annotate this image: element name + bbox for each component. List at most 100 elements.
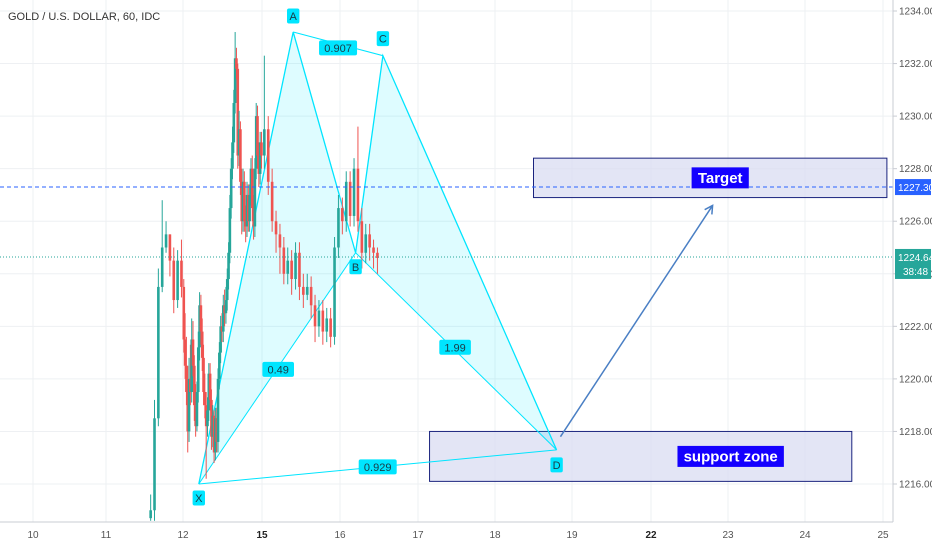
candle-body	[258, 142, 262, 174]
candle-body	[368, 234, 371, 248]
dashed-price-tag: 1227.30	[898, 183, 932, 194]
point-label-a-bg	[287, 8, 300, 24]
time-tick-label: 15	[256, 530, 268, 541]
candle-body	[200, 331, 204, 358]
candle-body	[198, 305, 201, 348]
time-tick-label: 11	[101, 530, 112, 541]
ratio-label-xd-bg	[358, 459, 397, 475]
candle-body	[253, 168, 257, 227]
candle-body	[337, 208, 340, 248]
candle-body	[176, 260, 179, 301]
candle-body	[211, 415, 215, 437]
price-tick-label: 1222.00	[899, 322, 932, 333]
candle-body	[270, 181, 274, 222]
ratio-label-xd: 0.929	[364, 462, 392, 474]
support-zone-label-bg	[677, 445, 784, 467]
point-label-d-bg	[550, 457, 563, 473]
candle-body	[317, 310, 321, 327]
candle-body	[182, 286, 186, 340]
candle-body	[228, 208, 232, 253]
time-tick-label: 17	[412, 530, 424, 541]
time-tick-label: 23	[722, 530, 734, 541]
candle-body	[164, 234, 168, 248]
forecast-arrow	[559, 205, 714, 438]
point-label-x-bg	[192, 490, 205, 506]
time-tick-label: 16	[334, 530, 346, 541]
candle-body	[208, 373, 212, 400]
candle-body	[215, 418, 219, 442]
candle-body	[249, 168, 253, 195]
candle-body	[341, 208, 344, 222]
time-tick-label: 10	[27, 530, 39, 541]
candle-body	[364, 234, 368, 253]
candle-body	[344, 181, 348, 222]
candle-body	[348, 181, 352, 216]
price-tick-label: 1226.00	[899, 217, 932, 228]
point-label-x: X	[195, 493, 203, 505]
candle-body	[214, 418, 217, 453]
candle-body	[237, 129, 241, 156]
ratio-label-ac-bg	[319, 40, 358, 56]
candle-body	[290, 260, 293, 280]
candle-body	[245, 194, 249, 227]
target-zone-label-bg	[691, 167, 749, 189]
ratio-label-bd: 1.99	[444, 342, 465, 354]
candle-body	[195, 392, 199, 427]
candle-body	[372, 247, 375, 253]
candle-body	[239, 129, 242, 182]
candle-body	[210, 399, 213, 437]
candle-body	[256, 116, 259, 156]
candle-body	[313, 305, 317, 327]
candle-body	[160, 247, 164, 287]
candle-body	[189, 378, 192, 393]
candle-body	[252, 208, 255, 227]
candle-body	[241, 181, 245, 222]
candle-body	[257, 155, 261, 174]
candle-body	[356, 168, 360, 222]
ratio-label-xb: 0.49	[267, 364, 288, 376]
price-tick-label: 1216.00	[899, 480, 932, 491]
point-label-c: C	[379, 34, 387, 46]
candle-body	[190, 339, 193, 393]
candle-body	[231, 142, 234, 169]
price-tick-label: 1232.00	[899, 59, 932, 70]
point-label-b-bg	[349, 259, 362, 275]
candle-body	[376, 252, 379, 259]
candle-body	[157, 286, 160, 419]
candle-body	[191, 339, 195, 366]
candle-body	[212, 415, 216, 453]
candle-body	[248, 194, 251, 222]
candle-body	[274, 221, 278, 235]
time-tick-label: 24	[799, 530, 811, 541]
candle-body	[221, 305, 225, 332]
candle-body	[243, 181, 246, 222]
time-tick-label: 19	[566, 530, 578, 541]
candle-body	[216, 378, 220, 442]
candle-body	[232, 102, 236, 143]
candle-body	[229, 168, 233, 209]
candle-body	[194, 405, 197, 427]
candle-body	[254, 116, 258, 169]
candle-body	[260, 142, 263, 156]
candle-body	[153, 418, 156, 511]
ratio-label-ac: 0.907	[324, 43, 352, 55]
point-label-d: D	[553, 460, 561, 472]
candle-body	[227, 252, 230, 280]
candle-body	[247, 194, 250, 222]
candle-body	[240, 181, 244, 222]
candle-body	[204, 405, 208, 427]
candle-body	[203, 392, 207, 406]
candle-body	[286, 260, 290, 274]
candle-body	[186, 392, 190, 432]
candle-body	[302, 286, 305, 295]
countdown-tag: 38:48	[903, 267, 928, 278]
point-label-a: A	[290, 11, 298, 23]
price-tick-label: 1218.00	[899, 427, 932, 438]
price-tick-label: 1220.00	[899, 374, 932, 385]
candle-body	[244, 221, 247, 227]
harmonic-pattern	[198, 31, 558, 485]
candle-body	[352, 168, 356, 216]
ratio-label-xb-bg	[262, 361, 294, 377]
